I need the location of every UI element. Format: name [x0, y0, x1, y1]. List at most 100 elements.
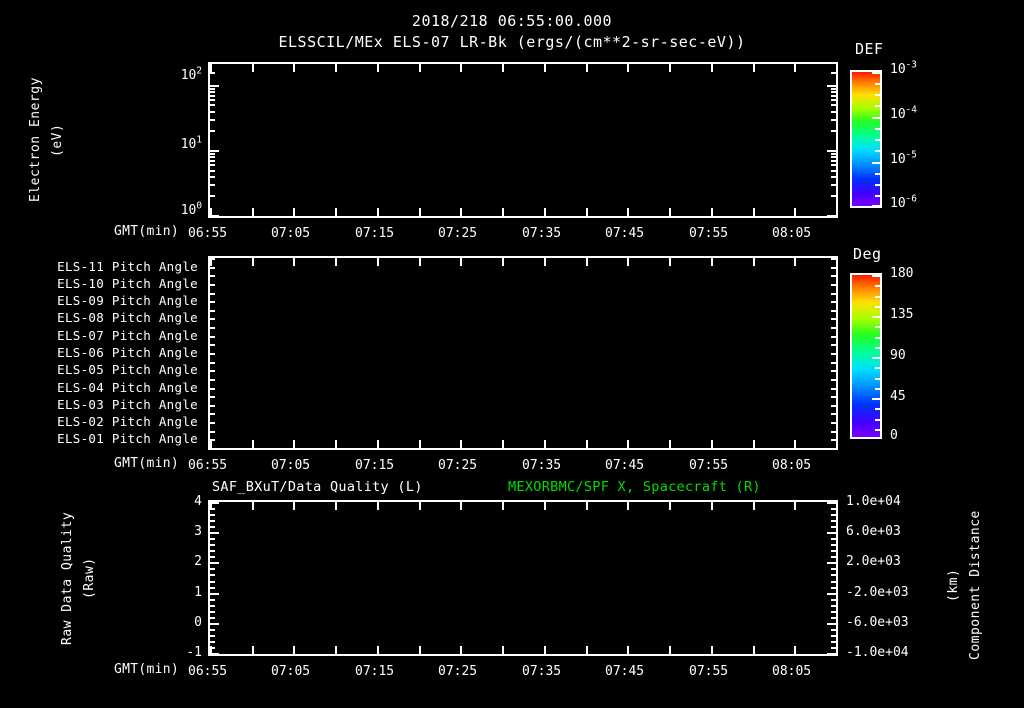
ytick-label-right: -6.0e+03 [846, 615, 909, 630]
ytick-label-left: 1 [194, 585, 202, 600]
deg-colorbar-label-45: 45 [890, 389, 906, 404]
ytick-label-right: 2.0e+03 [846, 554, 901, 569]
spectrogram-ylabel-units: (eV) [50, 62, 68, 218]
ytick-label-right: -1.0e+04 [846, 645, 909, 660]
ylabel-left-line2: (Raw) [82, 557, 97, 599]
pitch-angle-row-label: ELS-04 Pitch Angle [57, 380, 198, 395]
def-colorbar-label-6: 10-6 [890, 193, 917, 211]
xtick-label: 07:35 [522, 458, 562, 473]
spectrogram-xaxis-prefix: GMT(min) [114, 224, 180, 239]
xtick-label: 07:05 [271, 226, 311, 241]
xtick-label: 07:25 [438, 226, 478, 241]
ylabel-right-line1: Component Distance [968, 510, 983, 660]
pitch-angle-row-label: ELS-09 Pitch Angle [57, 293, 198, 308]
deg-colorbar-title: Deg [853, 245, 882, 263]
xtick-label: 07:25 [438, 458, 478, 473]
def-colorbar-ticks [871, 72, 880, 207]
ytick-exponent: 1 [196, 134, 202, 146]
xtick-label: 07:45 [605, 664, 645, 679]
ytick-label-right: 1.0e+04 [846, 494, 901, 509]
def-colorbar-label-3: 10-3 [890, 59, 917, 77]
timeseries-ylabel-left: Raw Data Quality [60, 500, 78, 656]
bottom-title-left: SAF_BXuT/Data Quality (L) [212, 479, 423, 495]
bottom-title-right: MEXORBMC/SPF X, Spacecraft (R) [508, 479, 761, 495]
xtick-label: 07:55 [689, 664, 729, 679]
ytick-mantissa: 10 [180, 203, 197, 218]
ytick-label-left: -1 [186, 645, 202, 660]
deg-colorbar-label-135: 135 [890, 307, 914, 322]
def-colorbar-title: DEF [855, 40, 884, 58]
xtick-label: 07:25 [438, 664, 478, 679]
timeseries-ytick-labels-left: 4 3 2 1 0 -1 [168, 494, 202, 660]
spectrogram-ylabel-line2: (eV) [50, 123, 65, 157]
pitch-angle-row-label: ELS-05 Pitch Angle [57, 362, 198, 377]
spectrogram-image [210, 64, 836, 216]
pitch-angle-row-label: ELS-03 Pitch Angle [57, 397, 198, 412]
ytick-exponent: 2 [196, 65, 202, 77]
xtick-label: 07:05 [271, 458, 311, 473]
cb-mantissa: 10 [890, 152, 906, 167]
timeseries-ylabel-right: Component Distance [968, 500, 986, 670]
pitch-angle-row-label: ELS-10 Pitch Angle [57, 276, 198, 291]
cb-exponent: -3 [905, 59, 917, 71]
spectrogram-xtick-labels: 06:55 07:05 07:15 07:25 07:35 07:45 07:55 08:05 [188, 224, 838, 242]
cb-exponent: -6 [905, 193, 917, 205]
ytick-label-left: 4 [194, 494, 202, 509]
xtick-label: 07:05 [271, 664, 311, 679]
cb-exponent: -4 [905, 104, 917, 116]
ytick-label-right: 6.0e+03 [846, 524, 901, 539]
xtick-label: 08:05 [772, 226, 812, 241]
timeseries-panel [208, 500, 838, 656]
cb-mantissa: 10 [890, 107, 906, 122]
xtick-label: 07:55 [689, 458, 729, 473]
pitch-angle-row-label: ELS-08 Pitch Angle [57, 310, 198, 325]
cb-exponent: -5 [905, 149, 917, 161]
pitch-angle-row-label: ELS-06 Pitch Angle [57, 345, 198, 360]
ytick-label-left: 2 [194, 554, 202, 569]
xtick-label: 08:05 [772, 664, 812, 679]
deg-colorbar-ticks [871, 275, 880, 439]
deg-colorbar-label-180: 180 [890, 266, 914, 281]
pitch-angle-row-labels: ELS-11 Pitch Angle ELS-10 Pitch Angle ELS-… [20, 256, 202, 450]
ytick-label-left: 0 [194, 615, 202, 630]
deg-colorbar-label-0: 0 [890, 428, 898, 443]
pitch-angle-image [210, 258, 836, 448]
timeseries-ytick-labels-right: 1.0e+04 6.0e+03 2.0e+03 -2.0e+03 -6.0e+03 -1.… [846, 494, 946, 660]
def-colorbar [850, 70, 882, 208]
page-subtitle: ELSSCIL/MEx ELS-07 LR-Bk (ergs/(cm**2-sr… [278, 33, 746, 51]
xtick-label: 06:55 [188, 664, 228, 679]
xtick-label: 06:55 [188, 458, 228, 473]
pitch-angle-row-label: ELS-11 Pitch Angle [57, 259, 198, 274]
pitch-angle-xaxis-prefix: GMT(min) [114, 456, 180, 471]
pitch-angle-xtick-labels: 06:55 07:05 07:15 07:25 07:35 07:45 07:55 08:05 [188, 456, 838, 474]
xtick-label: 07:35 [522, 226, 562, 241]
pitch-angle-row-label: ELS-02 Pitch Angle [57, 414, 198, 429]
xtick-label: 07:35 [522, 664, 562, 679]
ylabel-left-line1: Raw Data Quality [60, 511, 75, 645]
spectrogram-ytick-1: 101 [158, 134, 202, 152]
timeseries-xtick-labels: 06:55 07:05 07:15 07:25 07:35 07:45 07:55 08:05 [188, 662, 838, 680]
ytick-label-right: -2.0e+03 [846, 585, 909, 600]
timeseries-ylabel-right-units: (km) [946, 500, 964, 670]
timeseries-ylabel-left-units: (Raw) [82, 500, 100, 656]
cb-mantissa: 10 [890, 62, 906, 77]
xtick-label: 07:55 [689, 226, 729, 241]
xtick-label: 07:45 [605, 226, 645, 241]
timeseries-xaxis-prefix: GMT(min) [114, 662, 180, 677]
ytick-exponent: 0 [196, 200, 202, 212]
xtick-label: 07:15 [355, 226, 395, 241]
xtick-label: 07:15 [355, 664, 395, 679]
xtick-label: 07:15 [355, 458, 395, 473]
deg-colorbar [850, 273, 882, 439]
pitch-angle-panel [208, 256, 838, 450]
def-colorbar-label-4: 10-4 [890, 104, 917, 122]
xtick-label: 07:45 [605, 458, 645, 473]
pitch-angle-row-label: ELS-07 Pitch Angle [57, 328, 198, 343]
page-title-timestamp: 2018/218 06:55:00.000 [411, 12, 613, 30]
ytick-mantissa: 10 [180, 68, 197, 83]
ytick-label-left: 3 [194, 524, 202, 539]
spectrogram-ytick-2: 102 [158, 65, 202, 83]
pitch-angle-row-label: ELS-01 Pitch Angle [57, 431, 198, 446]
timeseries-plot-area [210, 502, 836, 654]
spectrogram-ytick-0: 100 [158, 200, 202, 218]
